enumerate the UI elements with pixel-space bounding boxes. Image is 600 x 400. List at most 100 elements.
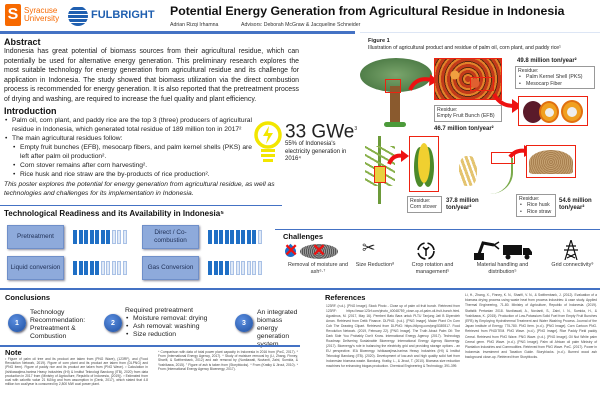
author: Adrian Rizqi Irhamna <box>170 22 219 28</box>
tech-box: Pretreatment <box>7 225 64 249</box>
readiness-segment <box>230 261 234 275</box>
robot-arm-icon <box>474 241 500 260</box>
palm-fruit-bunch-image <box>434 58 502 100</box>
rice-plant-image <box>455 148 515 194</box>
figure-caption: Illustration of agricultural product and… <box>368 45 561 51</box>
conclusion-2-item: Size reduction <box>125 331 230 339</box>
readiness-segment <box>252 230 256 244</box>
ash-crossed-icon: ✕ <box>300 242 338 259</box>
readiness-segment <box>224 261 229 275</box>
efb-item: Empty Fruit Bunch (EFB) <box>437 113 495 120</box>
rice-label-heading: Residue: <box>519 196 540 202</box>
readiness-segment <box>95 230 99 244</box>
stat-number: 33 GWe <box>285 121 355 143</box>
corn-label-heading: Residue: <box>410 198 431 204</box>
corn-residue-label: Residue: Corn stover <box>407 196 442 213</box>
poster-title: Potential Energy Generation from Agricul… <box>170 4 565 18</box>
readiness-segment <box>213 261 218 275</box>
arrow-icon <box>492 93 522 113</box>
readiness-segment <box>224 230 229 244</box>
efb-tons: 46.7 million ton/year² <box>434 126 494 132</box>
readiness-segment <box>235 261 240 275</box>
fulbright-globe-icon <box>68 6 88 26</box>
section-rule <box>0 288 600 290</box>
section-rule <box>0 205 282 206</box>
efb-label-heading: Residue: <box>437 107 458 113</box>
conclusions-heading: Conclusions <box>5 293 51 302</box>
references-col1: 123RF. (n.d.). [PNG Image]. Stock Photo … <box>326 304 460 368</box>
readiness-segment <box>213 230 218 244</box>
conclusion-number-3: 3 <box>235 314 253 332</box>
conclusion-number-2: 2 <box>104 314 122 332</box>
challenge-label: Crop rotation and management⁵ <box>411 262 454 275</box>
fulbright-wordmark: FULBRIGHT <box>91 9 155 21</box>
tech-box: Direct / Co-combustion <box>142 225 199 249</box>
tech-readiness-grid: Pretreatment Liquid conversion Direct / Co… <box>7 225 272 283</box>
palm-tree-image <box>360 58 432 128</box>
corn-cob-image <box>409 136 439 192</box>
tech-box: Gas Conversion <box>142 256 199 280</box>
readiness-segment <box>89 230 94 244</box>
left-column: Abstract Indonesia has great potential o… <box>4 37 299 198</box>
readiness-segment <box>241 230 245 244</box>
references-col2: Li, H., Zhang, X., Finney, K. N., Sharif… <box>465 293 597 360</box>
readiness-segment <box>78 230 83 244</box>
tech-heading: Technological Readiness and its Availabi… <box>4 209 224 218</box>
tech-box: Liquid conversion <box>7 256 64 280</box>
intro-bullet-text: The main agricultural residues follow: <box>12 134 123 142</box>
pks-residue-label: Residue: Palm Kernel Shell (PKS)Mesocarp… <box>515 66 595 90</box>
readiness-segment <box>100 261 105 275</box>
challenges-rule <box>275 229 600 230</box>
readiness-segment <box>257 261 262 275</box>
readiness-segment <box>84 230 88 244</box>
conclusion-1: Technology Recommendation: Pretreatment … <box>30 309 86 340</box>
readiness-segment <box>122 261 127 275</box>
conclusion-2-title: Required pretreatment <box>125 307 194 314</box>
readiness-bar <box>208 230 262 244</box>
readiness-segment <box>73 261 77 275</box>
readiness-segment <box>106 261 110 275</box>
intro-bullet: Palm oil, corn plant, and paddy rice are… <box>4 116 252 134</box>
intro-subbullet: Rice husk and rice straw are the by-prod… <box>12 170 252 179</box>
intro-closing: This poster explores the potential for e… <box>4 181 275 198</box>
note-heading: Note <box>5 348 22 357</box>
readiness-segment <box>117 230 121 244</box>
transmission-tower-icon <box>564 240 578 260</box>
crop-rotation-icon <box>417 242 435 260</box>
conclusion-2-item: Moisture removal: drying <box>125 315 230 323</box>
rice-husk-image <box>526 145 576 178</box>
readiness-segment <box>208 230 212 244</box>
pks-item: Mesocarp Fiber <box>518 81 592 88</box>
stat-text: 55% of Indonesia's electricity generatio… <box>285 141 347 163</box>
scissors-icon: ✂ <box>362 240 376 257</box>
corn-plant-image <box>365 136 395 204</box>
readiness-segment <box>95 261 99 275</box>
note-col2: ⁴ Comparison with data of total power pl… <box>158 350 298 371</box>
readiness-segment <box>246 261 251 275</box>
readiness-segment <box>241 261 245 275</box>
rice-residue-label: Residue: Rice huskRice straw <box>516 194 556 218</box>
readiness-segment <box>89 261 94 275</box>
readiness-bar <box>73 261 127 275</box>
readiness-segment <box>117 261 121 275</box>
syracuse-wordmark: Syracuse University <box>24 5 60 23</box>
conclusion-2-item: Ash removal: washing <box>125 323 230 331</box>
conclusion-2: Required pretreatment Moisture removal: … <box>125 307 230 339</box>
pks-tons: 49.8 million ton/year² <box>517 58 577 64</box>
rice-tons: 54.6 million ton/year² <box>559 198 592 211</box>
readiness-segment <box>100 230 105 244</box>
readiness-bar <box>208 261 262 275</box>
figure-title: Figure 1 <box>368 38 390 44</box>
pks-label-heading: Residue: <box>518 68 539 74</box>
readiness-segment <box>84 261 88 275</box>
header-rule <box>0 31 355 34</box>
intro-subbullet: Corn stover remains after corn harvestin… <box>12 161 252 170</box>
note-col1: ¹ Figure of palm oil tree and its produc… <box>5 357 148 387</box>
readiness-segment <box>219 230 223 244</box>
challenge-label: Grid connectivity⁹ <box>551 262 594 268</box>
challenge-label: Size Reduction⁸ <box>355 262 395 268</box>
arrow-icon <box>387 150 409 165</box>
arrow-icon <box>408 74 438 91</box>
readiness-segment <box>122 230 127 244</box>
lightbulb-icon <box>254 121 282 162</box>
